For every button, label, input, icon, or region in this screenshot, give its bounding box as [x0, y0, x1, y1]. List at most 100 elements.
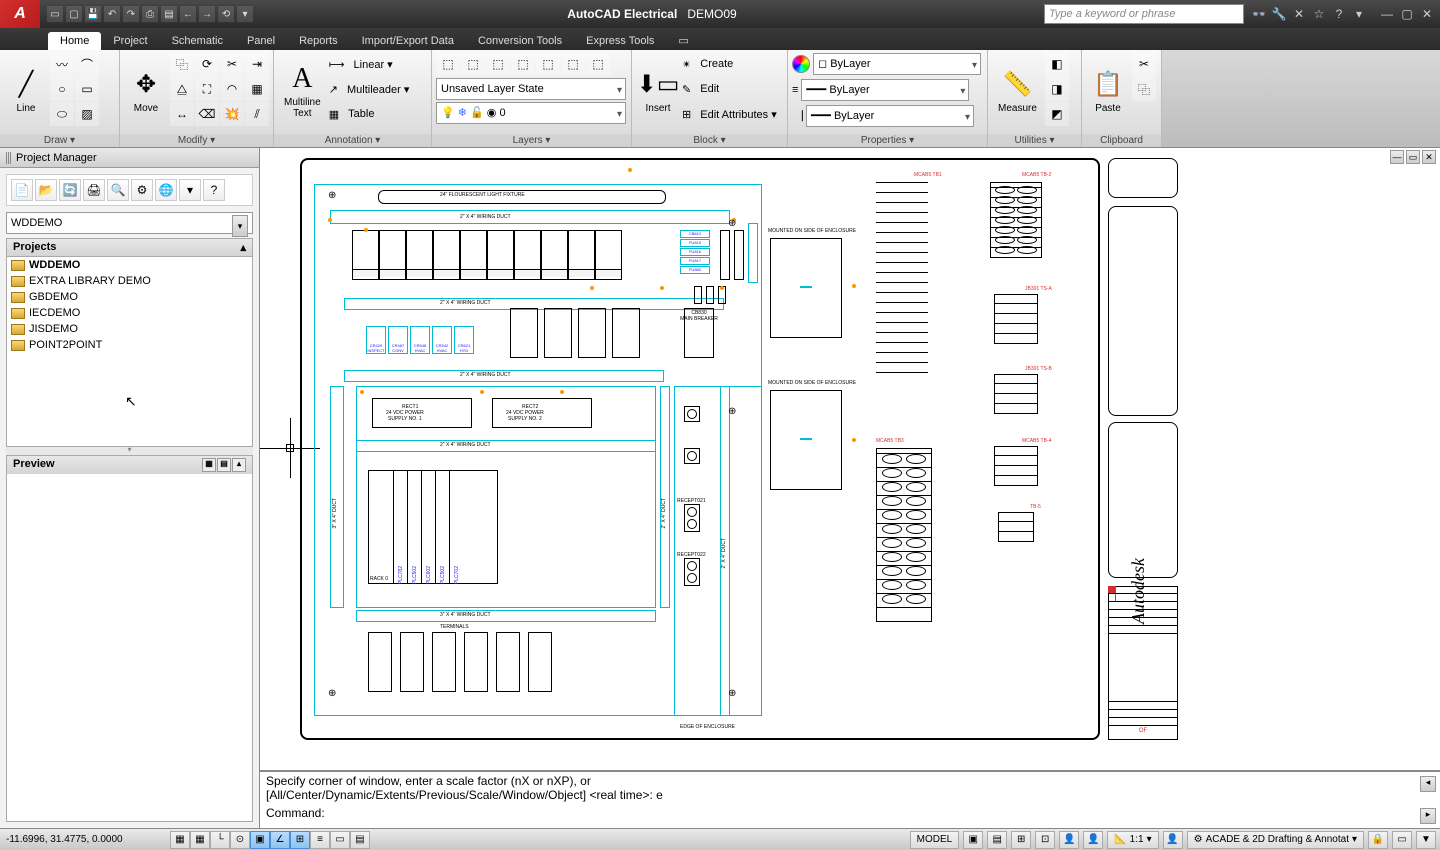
minimize-button[interactable]: — [1378, 5, 1396, 23]
layer-icon[interactable]: ⬚ [536, 52, 560, 76]
qat-icon[interactable]: ⟲ [217, 5, 235, 23]
table-button[interactable]: ▦ Table [329, 102, 410, 126]
doc-close-button[interactable]: ✕ [1422, 150, 1436, 164]
layer-icon[interactable]: ⬚ [586, 52, 610, 76]
ortho-button[interactable]: └ [210, 831, 230, 849]
layer-icon[interactable]: ⬚ [436, 52, 460, 76]
layer-icon[interactable]: ⬚ [461, 52, 485, 76]
status-icon[interactable]: 👤 [1083, 831, 1103, 849]
fillet-icon[interactable]: ◠ [220, 77, 244, 101]
tab-project[interactable]: Project [101, 32, 159, 50]
osnap-button[interactable]: ▣ [250, 831, 270, 849]
edit-attrs-button[interactable]: ⊞ Edit Attributes ▾ [682, 102, 777, 126]
erase-icon[interactable]: ⌫ [195, 102, 219, 126]
trim-icon[interactable]: ✂ [220, 52, 244, 76]
splitter[interactable]: ▾ [6, 447, 253, 455]
tab-panel[interactable]: Panel [235, 32, 287, 50]
qat-more-icon[interactable]: ▾ [236, 5, 254, 23]
layer-state-combo[interactable]: Unsaved Layer State [436, 78, 626, 100]
layer-icon[interactable]: ⬚ [511, 52, 535, 76]
status-icon[interactable]: ⊡ [1035, 831, 1055, 849]
offset-icon[interactable]: ⫽ [245, 102, 269, 126]
edit-button[interactable]: ✎ Edit [682, 77, 777, 101]
mirror-icon[interactable]: ⧋ [170, 77, 194, 101]
linetype-combo[interactable]: ━━━ ByLayer [806, 105, 974, 127]
tab-schematic[interactable]: Schematic [160, 32, 235, 50]
app-logo[interactable]: A [0, 0, 40, 28]
dropdown-icon[interactable]: ▾ [1350, 5, 1368, 23]
collapse-icon[interactable]: ▴ [232, 458, 246, 472]
arc-icon[interactable]: ⌒ [75, 52, 99, 76]
lineweight-combo[interactable]: ━━━ ByLayer [801, 79, 969, 101]
pm-help-icon[interactable]: ? [203, 179, 225, 201]
command-line[interactable]: Specify corner of window, enter a scale … [260, 770, 1440, 828]
line-button[interactable]: ╱ Line [4, 52, 48, 130]
stretch-icon[interactable]: ↔ [170, 102, 194, 126]
snap-button[interactable]: ▦ [170, 831, 190, 849]
dyn-button[interactable]: ⊞ [290, 831, 310, 849]
lock-icon[interactable]: 🔒 [1368, 831, 1388, 849]
tab-express[interactable]: Express Tools [574, 32, 666, 50]
pm-icon[interactable]: 🖨 [83, 179, 105, 201]
model-space-button[interactable]: MODEL [910, 831, 960, 849]
qat-open-icon[interactable]: ▢ [65, 5, 83, 23]
sc-button[interactable]: ▤ [350, 831, 370, 849]
paste-button[interactable]: 📋 Paste [1086, 52, 1130, 130]
grid-button[interactable]: ▦ [190, 831, 210, 849]
status-icon[interactable]: ▭ [1392, 831, 1412, 849]
create-button[interactable]: ✴ Create [682, 52, 777, 76]
status-icon[interactable]: 👤 [1163, 831, 1183, 849]
pm-item[interactable]: EXTRA LIBRARY DEMO [7, 273, 252, 289]
pm-icon[interactable]: 🌐 [155, 179, 177, 201]
status-icon[interactable]: ▤ [987, 831, 1007, 849]
ellipse-icon[interactable]: ⬭ [50, 102, 74, 126]
pm-item[interactable]: JISDEMO [7, 321, 252, 337]
qat-redo-icon[interactable]: ↷ [122, 5, 140, 23]
qat-undo-icon[interactable]: ↶ [103, 5, 121, 23]
pm-item[interactable]: IECDEMO [7, 305, 252, 321]
exchange-icon[interactable]: ✕ [1290, 5, 1308, 23]
polar-button[interactable]: ⊙ [230, 831, 250, 849]
key-icon[interactable]: 🔧 [1270, 5, 1288, 23]
help-icon[interactable]: ? [1330, 5, 1348, 23]
maximize-button[interactable]: ▢ [1398, 5, 1416, 23]
view-icon[interactable]: ▦ [202, 458, 216, 472]
tab-conversion[interactable]: Conversion Tools [466, 32, 574, 50]
otrack-button[interactable]: ∠ [270, 831, 290, 849]
pm-project-combo[interactable]: WDDEMO [6, 212, 253, 234]
status-icon[interactable]: 👤 [1059, 831, 1079, 849]
layer-combo[interactable]: 💡 ❄ 🔓 ◉ 0 [436, 102, 626, 124]
util-icon[interactable]: ◨ [1045, 77, 1069, 101]
status-icon[interactable]: ▣ [963, 831, 983, 849]
circle-icon[interactable]: ○ [50, 77, 74, 101]
status-icon[interactable]: ▼ [1416, 831, 1436, 849]
status-icon[interactable]: ⊞ [1011, 831, 1031, 849]
star-icon[interactable]: ☆ [1310, 5, 1328, 23]
drawing-canvas[interactable]: — ▭ ✕ 24" FLOURESCENT LIGHT FIXTURE 2" X… [260, 148, 1440, 770]
scale-icon[interactable]: ⛶ [195, 77, 219, 101]
pm-item-wddemo[interactable]: WDDEMO [7, 257, 252, 273]
tab-import-export[interactable]: Import/Export Data [350, 32, 466, 50]
rotate-icon[interactable]: ⟳ [195, 52, 219, 76]
qat-back-icon[interactable]: ← [179, 5, 197, 23]
view-icon[interactable]: ▤ [217, 458, 231, 472]
pm-item[interactable]: GBDEMO [7, 289, 252, 305]
rect-icon[interactable]: ▭ [75, 77, 99, 101]
pm-icon[interactable]: 🔍 [107, 179, 129, 201]
tab-reports[interactable]: Reports [287, 32, 350, 50]
pm-open-icon[interactable]: 📂 [35, 179, 57, 201]
binoculars-icon[interactable]: 👓 [1250, 5, 1268, 23]
scroll-right-button[interactable]: ▸ [1420, 808, 1436, 824]
move-button[interactable]: ✥ Move [124, 52, 168, 130]
color-combo[interactable]: ◻ ByLayer [813, 53, 981, 75]
tab-home[interactable]: Home [48, 32, 101, 50]
pm-icon[interactable]: ⚙ [131, 179, 153, 201]
qat-print-icon[interactable]: ⎙ [141, 5, 159, 23]
hatch-icon[interactable]: ▨ [75, 102, 99, 126]
multileader-button[interactable]: ↗ Multileader ▾ [329, 77, 410, 101]
copy-icon[interactable]: ⿻ [170, 52, 194, 76]
util-icon[interactable]: ◩ [1045, 102, 1069, 126]
explode-icon[interactable]: 💥 [220, 102, 244, 126]
qat-fwd-icon[interactable]: → [198, 5, 216, 23]
layer-icon[interactable]: ⬚ [486, 52, 510, 76]
